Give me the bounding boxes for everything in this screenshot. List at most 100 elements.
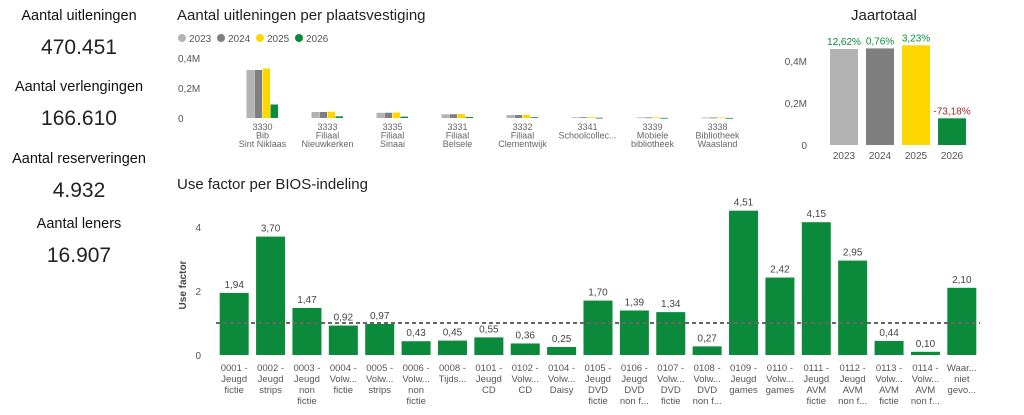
bar-2024-5 (579, 117, 587, 119)
bar-2024-1 (319, 112, 327, 118)
x-tick-label: DVD (697, 385, 717, 396)
bar-2023-4 (506, 115, 514, 118)
x-tick-label: Bib (256, 131, 269, 141)
bar-use-factor-16 (801, 222, 831, 355)
bar-2025-1 (327, 111, 335, 118)
bar-use-factor-20 (947, 287, 977, 355)
x-tick-label: Volw... (875, 374, 902, 385)
bar-2026-0 (270, 104, 278, 118)
x-tick-label: games (729, 385, 758, 396)
bar-2024-4 (514, 115, 522, 118)
data-label: 4,51 (734, 198, 754, 209)
x-tick-label: Mobiele (637, 131, 669, 141)
kpi-leners: Aantal leners 16.907 (0, 216, 158, 268)
x-tick-label: non f... (911, 396, 940, 407)
data-label: 2,10 (952, 275, 972, 286)
data-label: -73,18% (933, 106, 970, 117)
kpi-value: 470.451 (41, 36, 117, 59)
bar-2023-5 (571, 117, 579, 119)
data-label: 1,94 (224, 280, 244, 291)
y-tick-label: 4 (195, 223, 201, 234)
x-tick-label: non (299, 385, 315, 396)
x-tick-label: CD (482, 385, 496, 396)
use-factor-chart-title: Use factor per BIOS-indeling (177, 176, 368, 193)
x-tick-label: 2023 (833, 151, 856, 162)
kpi-verlengingen: Aantal verlengingen 166.610 (0, 79, 158, 131)
y-axis-label: Use factor (178, 260, 189, 309)
bar-2026-6 (660, 117, 668, 119)
x-tick-label: Sinaai (380, 139, 405, 149)
x-tick-label: 3341 (577, 122, 597, 132)
x-tick-label: non f... (838, 396, 867, 407)
x-tick-label: fictie (588, 396, 608, 407)
data-label: 2,42 (770, 265, 790, 276)
data-label: 12,62% (827, 37, 861, 48)
x-tick-label: fictie (879, 396, 899, 407)
x-tick-label: AVM (879, 385, 899, 396)
x-tick-label: non f... (693, 396, 722, 407)
x-tick-label: Waar... (947, 363, 977, 374)
x-tick-label: Nieuwkerken (301, 139, 353, 149)
data-label: 0,45 (443, 328, 463, 339)
y-tick-label: 0 (178, 114, 184, 125)
bar-2025 (902, 45, 930, 145)
data-label: 2,95 (843, 248, 863, 259)
bar-use-factor-8 (510, 343, 540, 355)
x-tick-label: 0107 - (657, 363, 684, 374)
x-tick-label: Volw... (766, 374, 793, 385)
x-tick-label: 3339 (642, 122, 662, 132)
data-label: 0,25 (552, 334, 572, 345)
bar-2026-2 (400, 116, 408, 118)
x-tick-label: 0001 - (221, 363, 248, 374)
x-tick-label: Jeugd (294, 374, 320, 385)
kpi-label: Aantal uitleningen (21, 8, 137, 24)
legend-label-2025: 2025 (267, 34, 290, 45)
bar-2023-3 (441, 114, 449, 118)
data-label: 1,70 (588, 288, 608, 299)
kpi-value: 4.932 (52, 179, 106, 202)
x-tick-label: Filiaal (381, 131, 405, 141)
x-tick-label: 3333 (317, 122, 337, 132)
x-tick-label: 0002 - (257, 363, 284, 374)
x-tick-label: Schoolcollec... (558, 131, 616, 141)
legend-label-2024: 2024 (228, 34, 251, 45)
y-tick-label: 0,4M (178, 54, 200, 65)
x-tick-label: fictie (224, 385, 244, 396)
bar-use-factor-2 (292, 307, 322, 355)
x-tick-label: Volw... (402, 374, 429, 385)
bar-2026-5 (595, 117, 603, 119)
data-label: 3,23% (902, 33, 930, 44)
bar-use-factor-19 (910, 351, 940, 355)
x-tick-label: Jeugd (621, 374, 647, 385)
legend-marker-2026 (295, 34, 303, 42)
data-label: 4,15 (807, 209, 827, 220)
x-tick-label: Volw... (912, 374, 939, 385)
y-tick-label: 0,2M (785, 99, 807, 110)
x-tick-label: 0111 - (804, 363, 830, 374)
x-tick-label: non (408, 385, 424, 396)
y-tick-label: 0 (195, 351, 201, 362)
x-tick-label: Volw... (512, 374, 539, 385)
bar-use-factor-4 (365, 323, 395, 355)
kpi-uitleningen: Aantal uitleningen 470.451 (0, 8, 158, 60)
x-tick-label: fictie (334, 385, 354, 396)
x-tick-label: Volw... (330, 374, 357, 385)
x-tick-label: 2024 (869, 151, 892, 162)
bar-2026-1 (335, 116, 343, 118)
x-tick-label: Filiaal (446, 131, 470, 141)
bar-2025-2 (392, 112, 400, 118)
x-tick-label: fictie (297, 396, 317, 407)
data-label: 3,70 (261, 224, 281, 235)
x-tick-label: strips (259, 385, 282, 396)
bar-2023-1 (311, 112, 319, 118)
bar-2025-6 (652, 117, 660, 119)
x-tick-label: Bibliotheek (695, 131, 740, 141)
bar-use-factor-15 (765, 277, 795, 355)
bar-2023-0 (246, 70, 254, 118)
bar-use-factor-11 (619, 310, 649, 355)
x-tick-label: 0114 - (912, 363, 938, 374)
x-tick-label: AVM (843, 385, 863, 396)
x-tick-label: CD (518, 385, 532, 396)
x-tick-label: Filiaal (316, 131, 340, 141)
